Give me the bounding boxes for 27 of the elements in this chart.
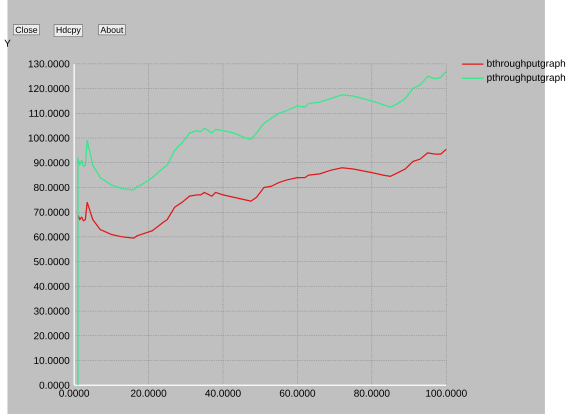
y-tick-label: 50.0000 <box>34 258 70 266</box>
y-tick-label: 30.0000 <box>34 307 70 314</box>
x-tick-label: 100.0000 <box>426 389 467 397</box>
y-tick-label: 100.0000 <box>28 134 70 142</box>
line-series <box>77 70 447 386</box>
x-tick-label: 40.0000 <box>205 389 241 397</box>
y-tick-label: 130.0000 <box>28 60 70 68</box>
y-tick-label: 90.0000 <box>34 159 70 166</box>
text: About <box>100 26 124 33</box>
y-tick-label: 70.0000 <box>34 208 70 216</box>
y-tick-label: 60.0000 <box>34 233 70 240</box>
x-tick-label: 0.0000 <box>59 389 90 397</box>
text: Close <box>16 26 38 33</box>
y-tick-label: 80.0000 <box>34 184 70 191</box>
legend-label: bthroughputgraph <box>487 59 566 69</box>
y-axis-title: Y <box>4 40 11 46</box>
y-tick-label: 20.0000 <box>34 332 70 340</box>
y-tick-label: 110.0000 <box>29 110 70 117</box>
y-tick-label: 10.0000 <box>34 356 70 364</box>
x-tick-label: 20.0000 <box>130 389 166 397</box>
y-tick-label: 120.0000 <box>28 84 70 92</box>
x-tick-label: 60.0000 <box>280 389 316 397</box>
legend-label: pthroughputgraph <box>487 73 566 83</box>
y-tick-label: 0.0000 <box>39 382 70 389</box>
y-tick-label: 40.0000 <box>34 282 70 290</box>
x-tick-label: 80.0000 <box>354 389 390 397</box>
text: Hdcpy <box>56 26 81 35</box>
